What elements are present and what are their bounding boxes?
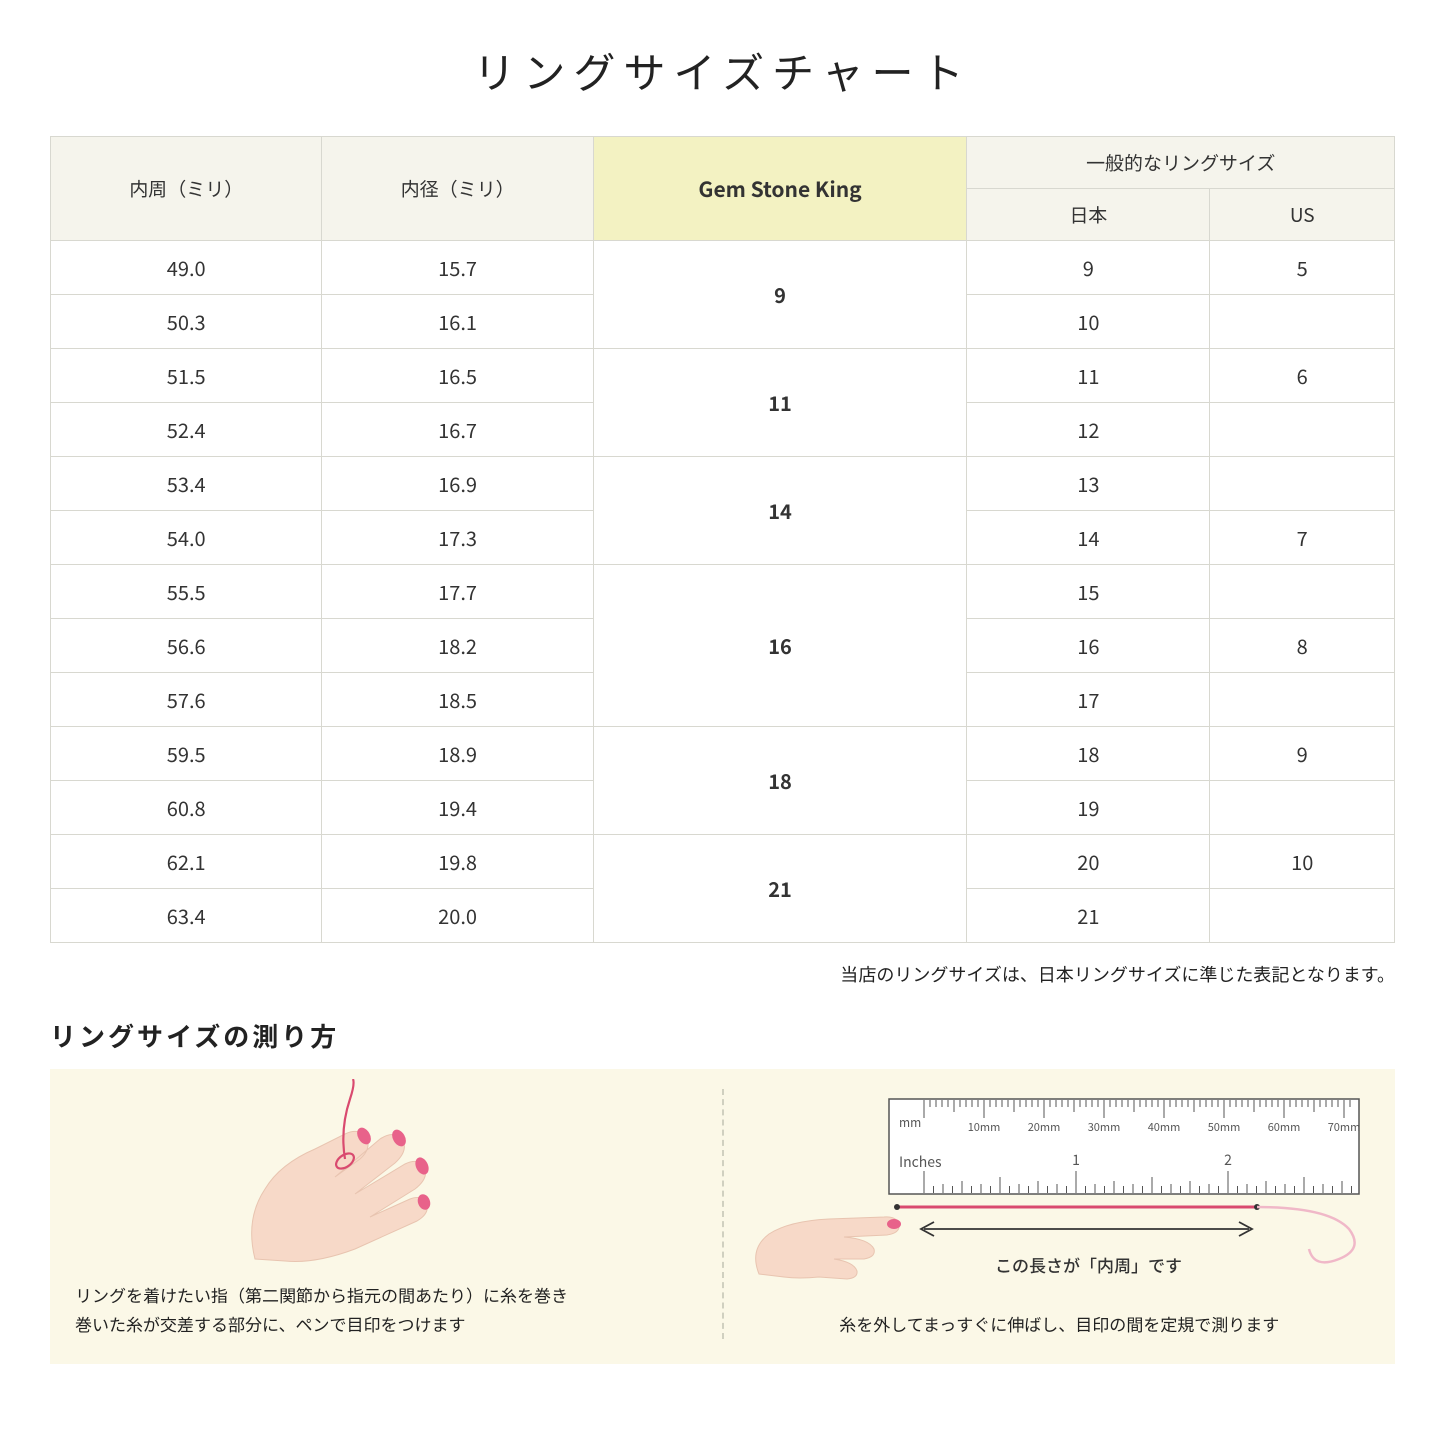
measure-title: リングサイズの測り方 xyxy=(50,1017,1395,1054)
cell-jp: 18 xyxy=(967,727,1210,781)
cell-us xyxy=(1210,457,1395,511)
col-gsk: Gem Stone King xyxy=(593,137,967,241)
cell-dia: 19.4 xyxy=(322,781,593,835)
cell-us xyxy=(1210,565,1395,619)
cell-dia: 16.7 xyxy=(322,403,593,457)
col-japan: 日本 xyxy=(967,189,1210,241)
ruler-illustration: mm Inches 10mm 20mm 30mm 40mm 50mm 60mm 70mm 1… xyxy=(749,1089,1371,1295)
cell-circ: 63.4 xyxy=(51,889,322,943)
step2-text: 糸を外してまっすぐに伸ばし、目印の間を定規で測ります xyxy=(749,1310,1371,1339)
col-general: 一般的なリングサイズ xyxy=(967,137,1395,189)
table-row: 62.119.8212010 xyxy=(51,835,1395,889)
svg-text:40mm: 40mm xyxy=(1147,1119,1180,1135)
cell-jp: 12 xyxy=(967,403,1210,457)
cell-us: 7 xyxy=(1210,511,1395,565)
svg-text:60mm: 60mm xyxy=(1267,1119,1300,1135)
cell-circ: 51.5 xyxy=(51,349,322,403)
cell-jp: 16 xyxy=(967,619,1210,673)
cell-circ: 53.4 xyxy=(51,457,322,511)
cell-dia: 15.7 xyxy=(322,241,593,295)
page-title: リングサイズチャート xyxy=(50,40,1395,101)
cell-gsk: 21 xyxy=(593,835,967,943)
cell-jp: 11 xyxy=(967,349,1210,403)
svg-text:2: 2 xyxy=(1224,1150,1232,1170)
cell-circ: 49.0 xyxy=(51,241,322,295)
hand-thread-illustration xyxy=(75,1089,697,1266)
cell-jp: 21 xyxy=(967,889,1210,943)
cell-circ: 56.6 xyxy=(51,619,322,673)
col-us: US xyxy=(1210,189,1395,241)
cell-jp: 20 xyxy=(967,835,1210,889)
svg-text:1: 1 xyxy=(1072,1150,1080,1170)
cell-circ: 60.8 xyxy=(51,781,322,835)
cell-jp: 15 xyxy=(967,565,1210,619)
table-row: 59.518.918189 xyxy=(51,727,1395,781)
cell-dia: 16.5 xyxy=(322,349,593,403)
svg-text:50mm: 50mm xyxy=(1207,1119,1240,1135)
cell-us xyxy=(1210,673,1395,727)
table-row: 53.416.91413 xyxy=(51,457,1395,511)
ruler-inches-label: Inches xyxy=(899,1152,942,1172)
ruler-mm-label: mm xyxy=(899,1114,921,1131)
step1-panel: リングを着けたい指（第二関節から指元の間あたり）に糸を巻き 巻いた糸が交差する部… xyxy=(75,1089,722,1339)
svg-text:10mm: 10mm xyxy=(967,1119,1000,1135)
cell-jp: 19 xyxy=(967,781,1210,835)
cell-dia: 20.0 xyxy=(322,889,593,943)
cell-dia: 18.9 xyxy=(322,727,593,781)
cell-us: 6 xyxy=(1210,349,1395,403)
step1-text: リングを着けたい指（第二関節から指元の間あたり）に糸を巻き 巻いた糸が交差する部… xyxy=(75,1281,697,1339)
svg-text:70mm: 70mm xyxy=(1327,1119,1360,1135)
cell-dia: 18.5 xyxy=(322,673,593,727)
size-chart-table: 内周（ミリ） 内径（ミリ） Gem Stone King 一般的なリングサイズ … xyxy=(50,136,1395,943)
cell-gsk: 14 xyxy=(593,457,967,565)
cell-gsk: 16 xyxy=(593,565,967,727)
cell-gsk: 9 xyxy=(593,241,967,349)
cell-dia: 16.1 xyxy=(322,295,593,349)
table-note: 当店のリングサイズは、日本リングサイズに準じた表記となります。 xyxy=(50,961,1395,987)
cell-us: 10 xyxy=(1210,835,1395,889)
cell-gsk: 11 xyxy=(593,349,967,457)
cell-circ: 62.1 xyxy=(51,835,322,889)
cell-us: 5 xyxy=(1210,241,1395,295)
cell-us xyxy=(1210,889,1395,943)
cell-us: 8 xyxy=(1210,619,1395,673)
table-row: 51.516.511116 xyxy=(51,349,1395,403)
cell-dia: 17.3 xyxy=(322,511,593,565)
cell-jp: 14 xyxy=(967,511,1210,565)
cell-dia: 18.2 xyxy=(322,619,593,673)
cell-dia: 17.7 xyxy=(322,565,593,619)
cell-gsk: 18 xyxy=(593,727,967,835)
instructions-panel: リングを着けたい指（第二関節から指元の間あたり）に糸を巻き 巻いた糸が交差する部… xyxy=(50,1069,1395,1364)
cell-jp: 9 xyxy=(967,241,1210,295)
cell-circ: 59.5 xyxy=(51,727,322,781)
table-row: 49.015.7995 xyxy=(51,241,1395,295)
cell-dia: 16.9 xyxy=(322,457,593,511)
table-row: 55.517.71615 xyxy=(51,565,1395,619)
svg-text:20mm: 20mm xyxy=(1027,1119,1060,1135)
cell-circ: 57.6 xyxy=(51,673,322,727)
svg-text:30mm: 30mm xyxy=(1087,1119,1120,1135)
cell-jp: 17 xyxy=(967,673,1210,727)
cell-us: 9 xyxy=(1210,727,1395,781)
cell-circ: 52.4 xyxy=(51,403,322,457)
cell-circ: 50.3 xyxy=(51,295,322,349)
cell-jp: 13 xyxy=(967,457,1210,511)
cell-us xyxy=(1210,403,1395,457)
step2-panel: mm Inches 10mm 20mm 30mm 40mm 50mm 60mm 70mm 1… xyxy=(724,1089,1371,1339)
ruler-caption: この長さが「内周」です xyxy=(919,1252,1259,1277)
cell-us xyxy=(1210,295,1395,349)
cell-jp: 10 xyxy=(967,295,1210,349)
cell-us xyxy=(1210,781,1395,835)
cell-dia: 19.8 xyxy=(322,835,593,889)
col-diameter: 内径（ミリ） xyxy=(322,137,593,241)
col-circumference: 内周（ミリ） xyxy=(51,137,322,241)
cell-circ: 55.5 xyxy=(51,565,322,619)
cell-circ: 54.0 xyxy=(51,511,322,565)
